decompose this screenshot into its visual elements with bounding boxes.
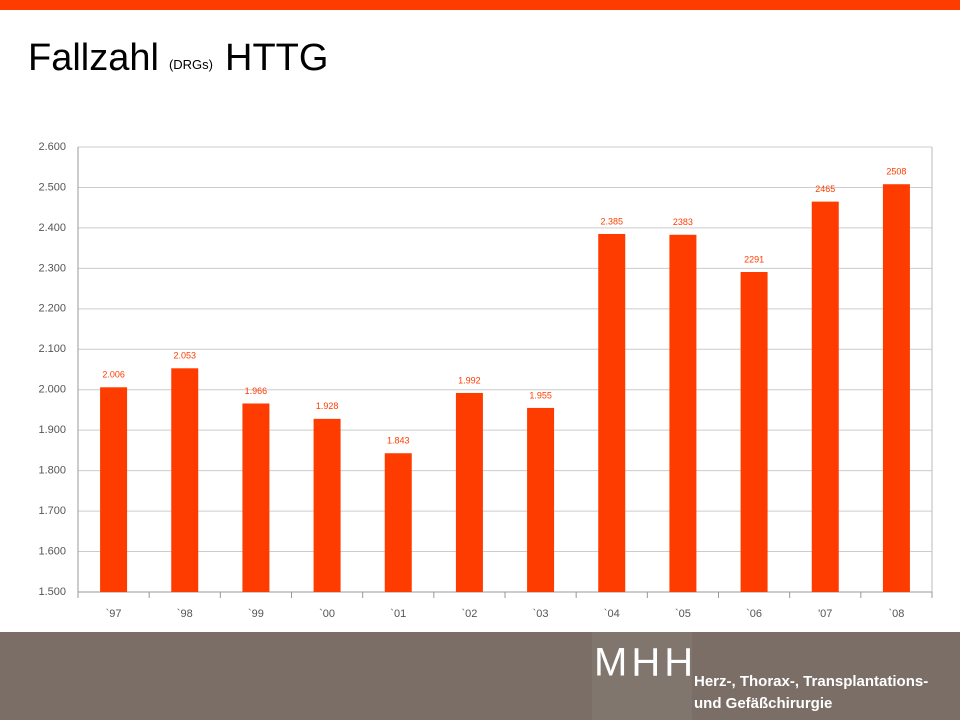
x-tick-label: `03	[533, 608, 549, 620]
value-label: 2.385	[600, 216, 623, 226]
value-label: 2.053	[173, 351, 196, 361]
bar	[313, 418, 341, 592]
x-tick-label: `98	[177, 608, 193, 620]
y-tick-label: 1.800	[38, 465, 66, 477]
title-note: (DRGs)	[169, 57, 213, 72]
x-tick-label: `97	[106, 608, 122, 620]
y-tick-label: 2.000	[38, 384, 66, 396]
x-tick-label: `00	[319, 608, 335, 620]
title-main: Fallzahl	[28, 37, 159, 79]
y-tick-label: 1.600	[38, 545, 66, 557]
x-tick-label: '07	[818, 608, 832, 620]
value-label: 2291	[744, 254, 764, 264]
footer-band	[0, 632, 960, 720]
value-label: 2465	[815, 184, 835, 194]
bar	[171, 368, 199, 592]
value-label: 1.966	[245, 386, 268, 396]
value-label: 2.006	[102, 370, 125, 380]
footer-line: und Gefäßchirurgie	[694, 695, 832, 712]
y-tick-label: 2.400	[38, 222, 66, 234]
x-tick-label: `06	[746, 608, 762, 620]
bar	[242, 403, 270, 592]
bar	[100, 387, 128, 592]
y-tick-label: 2.100	[38, 343, 66, 355]
y-tick-label: 2.600	[38, 141, 66, 153]
value-label: 1.843	[387, 436, 410, 446]
top-band	[0, 0, 960, 10]
x-tick-label: `99	[248, 608, 264, 620]
y-tick-label: 2.300	[38, 262, 66, 274]
value-label: 2383	[673, 217, 693, 227]
value-label: 2508	[886, 167, 906, 177]
title-suffix: HTTG	[225, 37, 328, 79]
bar	[598, 233, 626, 592]
footer-line: Herz-, Thorax-, Transplantations-	[694, 673, 928, 690]
logo: MHH	[594, 641, 697, 685]
value-label: 1.992	[458, 375, 481, 385]
bar	[740, 272, 768, 592]
x-tick-label: `08	[888, 608, 904, 620]
x-tick-label: `05	[675, 608, 691, 620]
bar	[384, 453, 412, 592]
value-label: 1.955	[529, 390, 552, 400]
value-label: 1.928	[316, 401, 339, 411]
logo-box	[592, 632, 692, 720]
slide-title: Fallzahl (DRGs) HTTG	[28, 37, 328, 79]
y-tick-label: 2.200	[38, 303, 66, 315]
plot: 1.500 1.600 1.700 1.800 1.900 2.000 2.100 2.200…	[38, 141, 933, 620]
bar	[455, 392, 483, 592]
x-tick-label: `04	[604, 608, 620, 620]
x-tick-label: `01	[390, 608, 406, 620]
bar	[527, 407, 555, 592]
y-tick-label: 1.900	[38, 424, 66, 436]
bar	[811, 201, 839, 592]
y-tick-label: 1.700	[38, 505, 66, 517]
y-tick-label: 2.500	[38, 181, 66, 193]
bar	[669, 234, 697, 592]
bar	[882, 184, 910, 592]
x-tick-label: `02	[461, 608, 477, 620]
y-tick-label: 1.500	[38, 586, 66, 598]
